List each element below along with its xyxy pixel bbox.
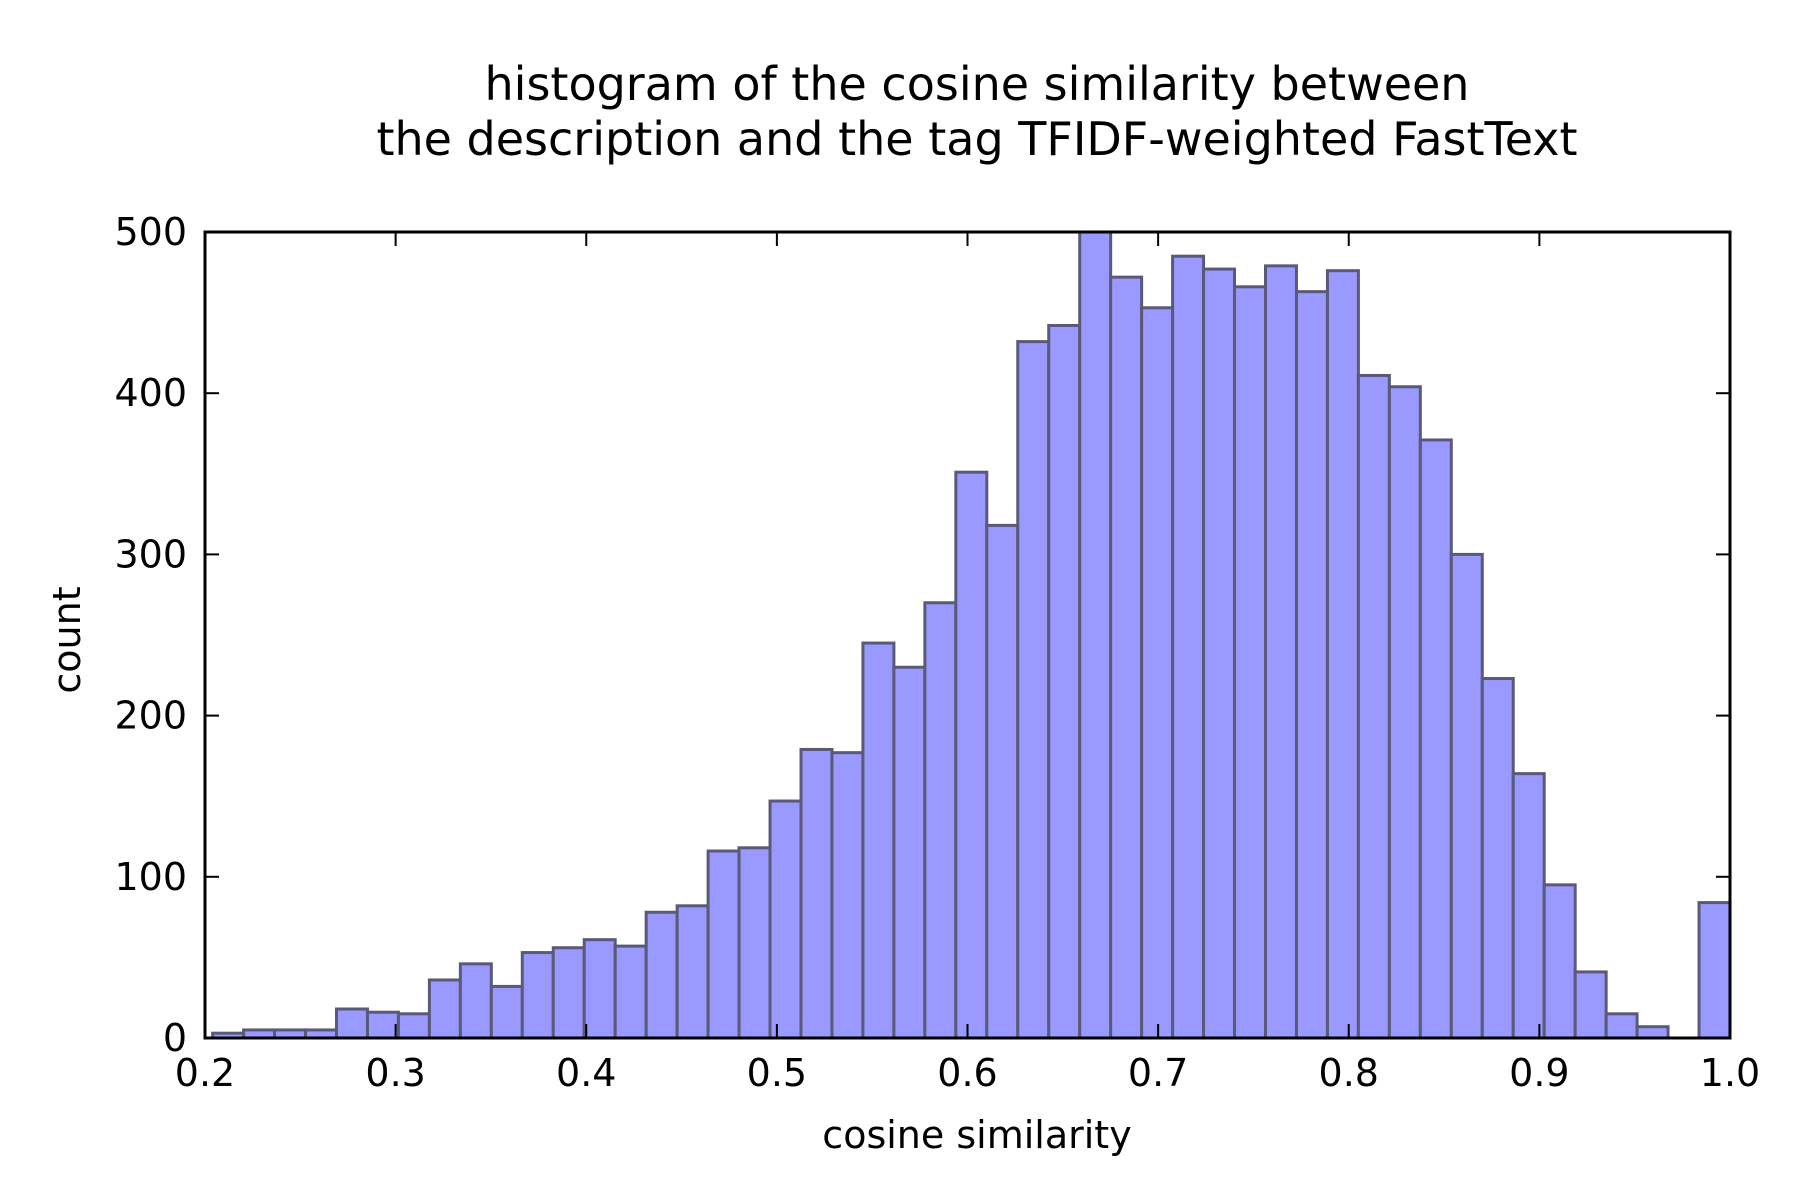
x-tick-label: 0.8 [1319,1051,1379,1095]
histogram-bar [861,641,896,1040]
histogram-bar [1542,883,1577,1040]
histogram-bar [675,904,710,1040]
histogram-bar [1140,306,1175,1040]
x-tick-label: 0.2 [175,1051,235,1095]
y-tick-label: 200 [114,694,187,738]
y-axis-label: count [45,586,89,693]
x-tick-label: 0.3 [365,1051,425,1095]
histogram-bar [334,1007,369,1040]
histogram-bar [1078,230,1113,1040]
histogram-bar [1294,290,1329,1040]
chart-title: histogram of the cosine similarity betwe… [376,57,1577,166]
histogram-bar [1233,285,1267,1040]
histogram-bar [985,523,1020,1040]
chart-title-line-2: the description and the tag TFIDF-weight… [376,112,1577,166]
histogram-bar [427,978,462,1040]
histogram-bar [1697,901,1732,1040]
histogram-bar [706,849,741,1040]
histogram-bar [954,470,989,1040]
histogram-bar [830,751,865,1040]
x-tick-label: 1.0 [1700,1051,1760,1095]
histogram-bar [1573,970,1608,1040]
histogram-bar [1635,1025,1670,1040]
histogram-bar [489,984,524,1040]
histogram-bar [1480,677,1515,1040]
histogram-bar [1171,254,1206,1040]
histogram-bar [1016,340,1051,1040]
histogram-bar [551,946,586,1040]
histogram-bar [520,951,555,1040]
histogram-bar [365,1010,400,1040]
histogram-bar [799,747,834,1040]
histogram-bar [1418,438,1453,1040]
y-tick-label: 300 [114,532,187,576]
histogram-bar [1263,264,1298,1040]
histogram-bar [1604,1012,1639,1040]
histogram-bar [1449,552,1484,1040]
histogram-bar [768,799,803,1040]
x-tick-labels: 0.2 0.3 0.4 0.5 0.6 0.7 0.8 0.9 1.0 [175,1051,1760,1095]
histogram-bar [613,944,648,1040]
histogram-bar [1202,267,1237,1040]
histogram-bar [892,665,927,1040]
histogram-bar [1387,385,1422,1040]
x-tick-label: 0.5 [747,1051,807,1095]
x-axis-label: cosine similarity [822,1113,1131,1157]
y-tick-label: 0 [163,1016,187,1060]
y-tick-label: 500 [114,210,187,254]
histogram-bar [396,1012,431,1040]
x-tick-label: 0.9 [1509,1051,1569,1095]
x-tick-label: 0.4 [556,1051,616,1095]
histogram-bar [1325,269,1360,1040]
x-tick-label: 0.7 [1128,1051,1188,1095]
y-tick-label: 400 [114,371,187,415]
plot-frame [203,230,1732,1040]
histogram-bar [1356,373,1391,1040]
histogram-bar [1511,772,1546,1040]
y-tick-label: 100 [114,855,187,899]
histogram-bar [458,962,493,1040]
histogram-bar [923,601,958,1040]
x-tick-label: 0.6 [937,1051,997,1095]
y-tick-labels: 0 100 200 300 400 500 [114,210,187,1060]
histogram-bars [211,230,1732,1040]
chart-title-line-1: histogram of the cosine similarity betwe… [485,57,1470,111]
histogram-bar [1109,275,1144,1040]
histogram-bar [582,938,617,1040]
histogram-bar [644,910,679,1040]
histogram-bar [1047,323,1082,1040]
histogram-bar [737,846,772,1040]
